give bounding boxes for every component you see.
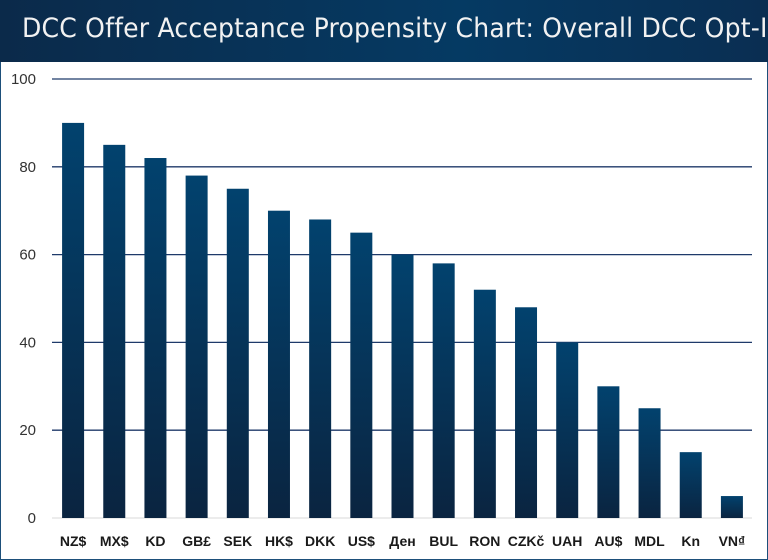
bar-4	[226, 188, 249, 518]
bar-13	[597, 386, 620, 518]
x-tick-label: MDL	[634, 533, 665, 549]
x-tick-label: KD	[145, 533, 165, 549]
x-tick-label: UAH	[552, 533, 582, 549]
x-tick-label: AU$	[594, 533, 622, 549]
x-tick-label: SEK	[223, 533, 252, 549]
y-tick-label: 100	[11, 71, 36, 88]
bar-7	[350, 232, 373, 518]
bar-0	[62, 122, 85, 519]
y-tick-label: 80	[19, 159, 36, 176]
y-tick-label: 20	[19, 422, 36, 439]
bar-14	[638, 408, 661, 518]
bar-3	[185, 175, 208, 518]
x-tick-label: CZKč	[508, 533, 545, 549]
bar-8	[391, 254, 414, 518]
x-tick-label: BUL	[429, 533, 458, 549]
bar-10	[473, 289, 496, 518]
x-tick-label: HK$	[265, 533, 293, 549]
bar-1	[103, 144, 126, 518]
x-tick-label: US$	[348, 533, 375, 549]
y-tick-label: 40	[19, 334, 36, 351]
bar-11	[515, 307, 538, 518]
x-tick-label: GB£	[182, 533, 211, 549]
bar-15	[679, 452, 702, 518]
chart-title: DCC Offer Acceptance Propensity Chart: O…	[22, 13, 768, 44]
title-bar: DCC Offer Acceptance Propensity Chart: O…	[0, 0, 768, 62]
bar-5	[267, 210, 290, 518]
bar-9	[432, 263, 455, 518]
x-tick-label: Ден	[389, 533, 415, 549]
bar-16	[720, 496, 743, 518]
x-tick-label: DKK	[305, 533, 335, 549]
bar-12	[556, 342, 579, 518]
x-tick-label: Kn	[681, 533, 700, 549]
y-tick-label: 60	[19, 247, 36, 264]
bar-2	[144, 158, 167, 518]
y-tick-label: 0	[28, 510, 36, 527]
x-tick-label: MX$	[100, 533, 129, 549]
x-tick-label: VN₫	[719, 533, 746, 549]
x-tick-label: NZ$	[60, 533, 87, 549]
bar-6	[309, 219, 332, 519]
x-tick-label: RON	[469, 533, 500, 549]
